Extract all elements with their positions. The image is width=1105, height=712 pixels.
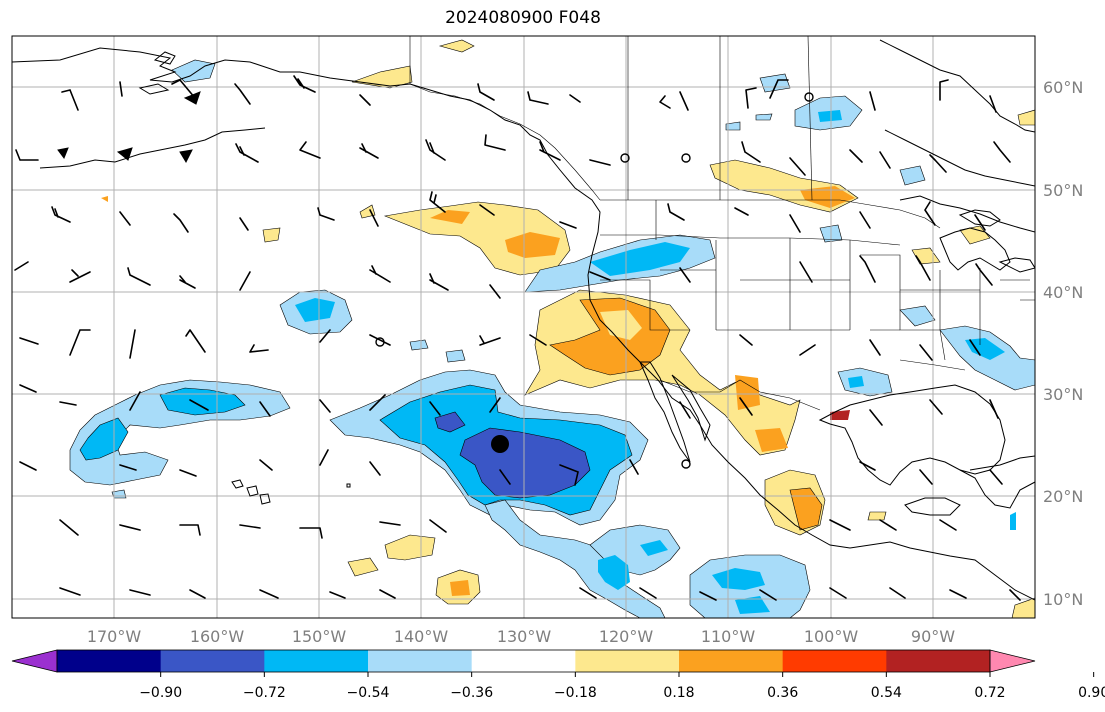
colorbar-segment bbox=[368, 650, 473, 672]
latitude-labels: 60°N 50°N 40°N 30°N 20°N 10°N bbox=[1043, 78, 1083, 609]
colorbar-tick-label: 0.36 bbox=[767, 685, 798, 701]
lon-label: 140°W bbox=[394, 627, 449, 646]
wind-barbs bbox=[14, 75, 1021, 601]
colorbar-tick-label: −0.72 bbox=[243, 685, 286, 701]
colorbar-tick-label: −0.90 bbox=[139, 685, 182, 701]
lat-label: 20°N bbox=[1043, 487, 1083, 506]
lon-label: 170°W bbox=[87, 627, 142, 646]
colorbar-segment bbox=[782, 650, 887, 672]
colorbar-tick-label: 0.54 bbox=[871, 685, 902, 701]
colorbar-tick-label: −0.18 bbox=[554, 685, 597, 701]
lon-label: 90°W bbox=[911, 627, 955, 646]
colorbar-tick-label: 0.90 bbox=[1078, 685, 1105, 701]
lon-label: 130°W bbox=[497, 627, 552, 646]
colorbar-min-extend bbox=[11, 649, 58, 673]
longitude-labels: 170°W 160°W 150°W 140°W 130°W 120°W 110°… bbox=[87, 627, 955, 646]
colorbar-segment bbox=[679, 650, 784, 672]
lon-label: 120°W bbox=[599, 627, 654, 646]
colorbar-tick-label: −0.36 bbox=[450, 685, 493, 701]
map-area bbox=[12, 36, 1035, 618]
colorbar-outline bbox=[56, 649, 991, 673]
colorbar-segment bbox=[264, 650, 369, 672]
colorbar-segment bbox=[886, 650, 991, 672]
colorbar-segment bbox=[575, 650, 680, 672]
colorbar-tick-label: 0.72 bbox=[974, 685, 1005, 701]
colorbar-tick-label: 0.18 bbox=[663, 685, 694, 701]
colorbar-tick-label: −0.54 bbox=[347, 685, 390, 701]
coastlines bbox=[12, 39, 1035, 601]
lon-label: 150°W bbox=[292, 627, 347, 646]
calm-wind-markers bbox=[375, 92, 814, 469]
map-title: 2024080900 F048 bbox=[445, 8, 601, 28]
storm-center-marker bbox=[491, 435, 509, 453]
colorbar-segment bbox=[160, 650, 265, 672]
lon-label: 100°W bbox=[804, 627, 859, 646]
lat-label: 30°N bbox=[1043, 385, 1083, 404]
lon-label: 110°W bbox=[701, 627, 756, 646]
borders bbox=[409, 36, 1035, 411]
lat-label: 60°N bbox=[1043, 78, 1083, 97]
graticule bbox=[12, 36, 1035, 618]
colorbar-tick-labels: −0.90 −0.72 −0.54 −0.36 −0.18 0.18 0.36 0.54 0.7… bbox=[139, 672, 1105, 701]
colorbar bbox=[11, 649, 1036, 673]
lon-label: 160°W bbox=[190, 627, 245, 646]
lat-label: 40°N bbox=[1043, 283, 1083, 302]
map-frame bbox=[11, 35, 1036, 619]
colorbar-segment bbox=[471, 650, 576, 672]
lat-label: 50°N bbox=[1043, 181, 1083, 200]
colorbar-max-extend bbox=[989, 649, 1036, 673]
negative-anomaly-regions bbox=[69, 59, 1035, 618]
colorbar-segment bbox=[57, 650, 162, 672]
lat-label: 10°N bbox=[1043, 590, 1083, 609]
